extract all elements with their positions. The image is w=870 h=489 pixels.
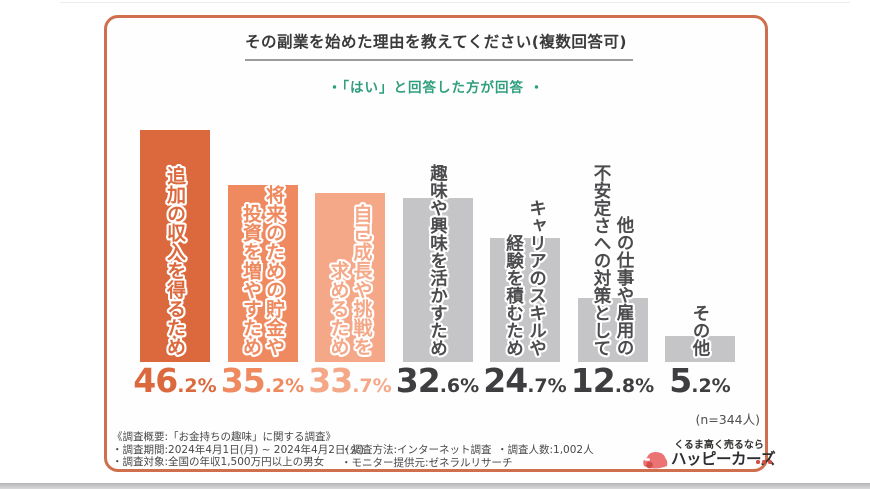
bar-value-label: 33.7% xyxy=(290,363,410,405)
bar-label-column: 他の仕事や雇用の xyxy=(614,216,634,356)
top-edge-line xyxy=(60,2,850,3)
sample-size-note: (n=344人) xyxy=(695,412,760,427)
logo-tagline: くるま高く売るなら xyxy=(674,440,764,451)
bar-rect xyxy=(315,193,385,362)
bar-label-column: 経験を積むため xyxy=(503,233,524,357)
survey-line-respondents: ・調査人数:1,002人 xyxy=(497,444,594,456)
bar-value-integer: 5 xyxy=(669,361,692,400)
bottom-edge-strip xyxy=(0,483,870,489)
bar-label-column: キャリアのスキルや xyxy=(526,198,547,357)
bar-value-decimal: .8% xyxy=(614,375,655,397)
bar-label-column: 追加の収入を得るため xyxy=(164,166,186,356)
bar-rect xyxy=(490,238,560,362)
bar-value-integer: 33 xyxy=(308,361,353,400)
bar-value-decimal: .7% xyxy=(352,375,392,397)
bar-value-label: 32.6% xyxy=(378,363,498,405)
bar-rect xyxy=(227,185,298,362)
bar-value-decimal: .2% xyxy=(177,375,217,397)
bar-label-column: 不安定さへの対策として xyxy=(591,163,611,357)
bar-label-column: 趣味や興味を活かすため xyxy=(427,163,448,357)
bar-value-integer: 35 xyxy=(220,361,266,400)
survey-line-method: ・調査方法:インターネット調査 xyxy=(341,444,492,456)
survey-overview-column-3: ・調査人数:1,002人 xyxy=(497,444,594,457)
survey-overview-column-2: ・調査方法:インターネット調査 ・モニター提供元:ゼネラルリサーチ xyxy=(341,444,513,469)
bar-value-decimal: .7% xyxy=(527,375,567,397)
bar-label-column: その他 xyxy=(690,303,710,357)
title-underline xyxy=(245,59,633,61)
survey-overview-column-1: 《調査概要:「お金持ちの趣味」に関する調査》 ・調査期間:2024年4月1日(月… xyxy=(112,431,364,469)
bar-value-decimal: .6% xyxy=(439,375,480,397)
survey-heading: 《調査概要:「お金持ちの趣味」に関する調査》 xyxy=(112,431,337,443)
bar-value-integer: 32 xyxy=(395,361,441,400)
bar-rect xyxy=(140,130,210,362)
bar-label-column: 将来のための貯金や xyxy=(263,185,285,356)
bar-label-column: 求めるため xyxy=(327,261,350,356)
bar-value-integer: 24 xyxy=(483,361,528,400)
bar-value-label: 35.2% xyxy=(203,363,323,405)
bar-label-column: 投資を増やすため xyxy=(240,204,262,356)
bar-value-label: 5.2% xyxy=(640,363,760,405)
survey-line-target: ・調査対象:全国の年収1,500万円以上の男女 xyxy=(112,456,325,468)
bar-value-label: 46.2% xyxy=(115,363,235,405)
bar-rect xyxy=(402,198,473,362)
ellipsis-dots-icon xyxy=(756,460,772,464)
bar-rect xyxy=(577,298,648,362)
bar-value-label: 12.8% xyxy=(553,363,673,405)
bar-value-integer: 46 xyxy=(133,361,178,400)
chart-subtitle: ・「はい」と回答した方が回答 ・ xyxy=(327,80,545,96)
survey-line-monitor: ・モニター提供元:ゼネラルリサーチ xyxy=(341,456,513,469)
bar-value-label: 24.7% xyxy=(465,363,585,405)
bar-value-decimal: .2% xyxy=(691,375,731,397)
logo-brand-text: ハッピーカーズ xyxy=(671,450,776,468)
bar-rect xyxy=(665,336,735,362)
bar-value-integer: 12 xyxy=(570,361,616,400)
car-icon xyxy=(643,452,668,469)
bar-value-decimal: .2% xyxy=(264,375,305,397)
bar-label-column: 自己成長や挑戦を xyxy=(350,204,373,356)
survey-line-period: ・調査期間:2024年4月1日(月) ~ 2024年4月2日(火) xyxy=(112,443,365,456)
chart-title: その副業を始めた理由を教えてください(複数回答可) xyxy=(245,33,627,51)
